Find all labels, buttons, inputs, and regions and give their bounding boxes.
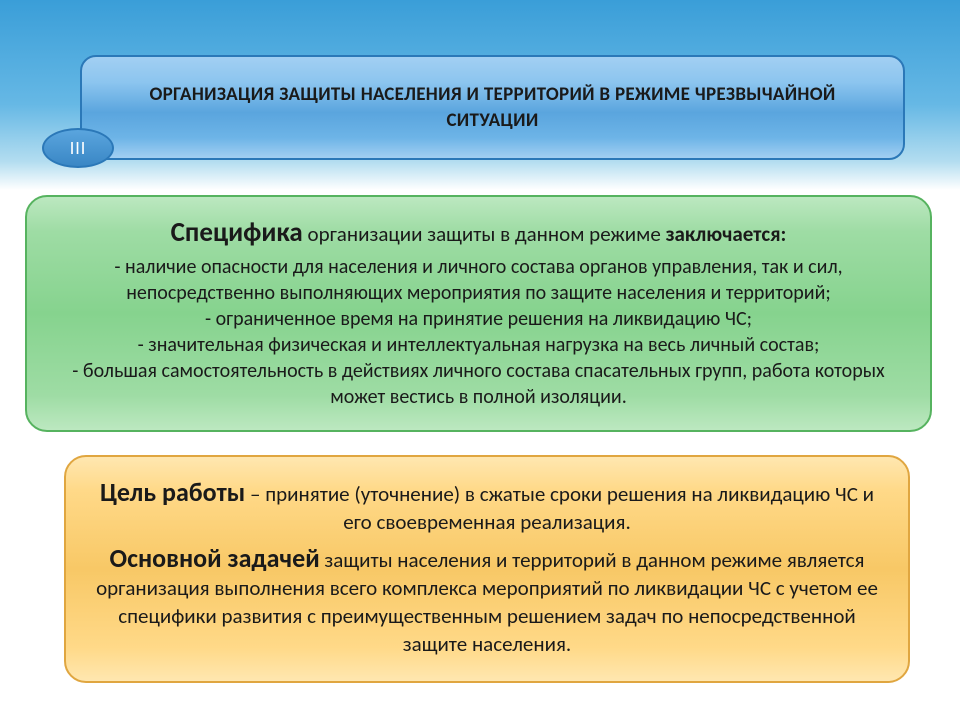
- specifics-lead-word: Специфика: [171, 216, 303, 249]
- goal-paragraph-1: Цель работы – принятие (уточнение) в сжа…: [91, 475, 883, 537]
- goal-text: – принятие (уточнение) в сжатые сроки ре…: [245, 481, 874, 535]
- task-label: Основной задачей: [110, 542, 320, 574]
- goal-paragraph-2: Основной задачей защиты населения и терр…: [91, 541, 883, 658]
- specifics-lead-end: заключается:: [666, 221, 787, 247]
- header-box: ОРГАНИЗАЦИЯ ЗАЩИТЫ НАСЕЛЕНИЯ И ТЕРРИТОРИ…: [80, 55, 905, 160]
- badge-text: III: [70, 137, 87, 159]
- specifics-lead: Специфика организации защиты в данном ре…: [55, 215, 902, 250]
- specifics-lead-mid: организации защиты в данном режиме: [303, 221, 666, 247]
- specifics-panel: Специфика организации защиты в данном ре…: [25, 195, 932, 432]
- header-title: ОРГАНИЗАЦИЯ ЗАЩИТЫ НАСЕЛЕНИЯ И ТЕРРИТОРИ…: [122, 82, 863, 133]
- goal-panel: Цель работы – принятие (уточнение) в сжа…: [64, 455, 910, 683]
- goal-label: Цель работы: [100, 476, 245, 508]
- specifics-body: - наличие опасности для населения и личн…: [55, 254, 902, 410]
- section-number-badge: III: [42, 128, 114, 168]
